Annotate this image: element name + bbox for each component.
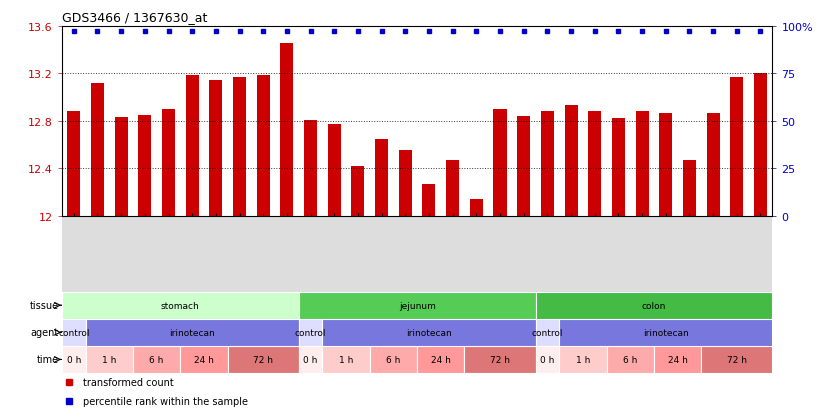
Bar [280, 43, 293, 216]
Bar [180, 346, 228, 373]
Bar [588, 112, 601, 216]
Text: 72 h: 72 h [490, 355, 510, 364]
Bar [446, 161, 459, 216]
Bar [228, 346, 299, 373]
Bar [115, 118, 128, 216]
Bar [299, 319, 322, 346]
Text: irinotecan: irinotecan [169, 328, 215, 337]
Bar [299, 292, 535, 319]
Bar [322, 319, 535, 346]
Text: time: time [36, 354, 59, 365]
Bar [328, 125, 341, 216]
Bar [62, 319, 86, 346]
Bar [470, 199, 483, 216]
Bar [464, 346, 535, 373]
Bar [701, 346, 772, 373]
Text: agent: agent [30, 328, 59, 337]
Bar [422, 184, 435, 216]
Bar [138, 116, 151, 216]
Bar [535, 319, 559, 346]
Bar [541, 112, 554, 216]
Text: 0 h: 0 h [540, 355, 554, 364]
Bar [606, 346, 654, 373]
Bar [299, 346, 322, 373]
Bar [659, 113, 672, 216]
Text: irinotecan: irinotecan [406, 328, 452, 337]
Text: 1 h: 1 h [102, 355, 116, 364]
Text: GDS3466 / 1367630_at: GDS3466 / 1367630_at [62, 11, 207, 24]
Bar [564, 106, 577, 216]
Text: 72 h: 72 h [254, 355, 273, 364]
Text: irinotecan: irinotecan [643, 328, 689, 337]
Text: percentile rank within the sample: percentile rank within the sample [83, 396, 249, 406]
Bar [654, 346, 701, 373]
Bar [559, 346, 606, 373]
Text: 6 h: 6 h [623, 355, 638, 364]
Bar [91, 84, 104, 216]
Text: 6 h: 6 h [150, 355, 164, 364]
Bar [417, 346, 464, 373]
Bar [62, 292, 299, 319]
Text: 0 h: 0 h [67, 355, 81, 364]
Text: 1 h: 1 h [339, 355, 354, 364]
Bar [399, 151, 412, 216]
Text: tissue: tissue [29, 301, 59, 311]
Bar [493, 110, 506, 216]
Bar [754, 74, 767, 216]
Text: 1 h: 1 h [576, 355, 590, 364]
Text: colon: colon [642, 301, 666, 310]
Bar [62, 346, 86, 373]
Bar [351, 166, 364, 216]
Bar [257, 75, 270, 216]
Bar [162, 110, 175, 216]
Text: control: control [295, 328, 326, 337]
Bar [375, 139, 388, 216]
Bar [304, 120, 317, 216]
Bar [517, 117, 530, 216]
Bar [730, 78, 743, 216]
Bar [683, 161, 696, 216]
Text: 24 h: 24 h [431, 355, 451, 364]
Bar [706, 113, 719, 216]
Text: 6 h: 6 h [387, 355, 401, 364]
Bar [535, 292, 772, 319]
Bar [133, 346, 180, 373]
Text: control: control [58, 328, 89, 337]
Bar [322, 346, 370, 373]
Bar [535, 346, 559, 373]
Bar [635, 112, 648, 216]
Bar [67, 112, 80, 216]
Text: jejunum: jejunum [399, 301, 435, 310]
Text: 0 h: 0 h [303, 355, 318, 364]
Bar [186, 75, 199, 216]
Text: 24 h: 24 h [667, 355, 687, 364]
Bar [209, 81, 222, 216]
Bar [370, 346, 417, 373]
Bar [86, 346, 133, 373]
Bar [233, 78, 246, 216]
Text: 24 h: 24 h [194, 355, 214, 364]
Bar [559, 319, 772, 346]
Text: stomach: stomach [161, 301, 200, 310]
Text: control: control [532, 328, 563, 337]
Bar [612, 119, 625, 216]
Bar [86, 319, 299, 346]
Text: 72 h: 72 h [727, 355, 747, 364]
Text: transformed count: transformed count [83, 377, 174, 387]
